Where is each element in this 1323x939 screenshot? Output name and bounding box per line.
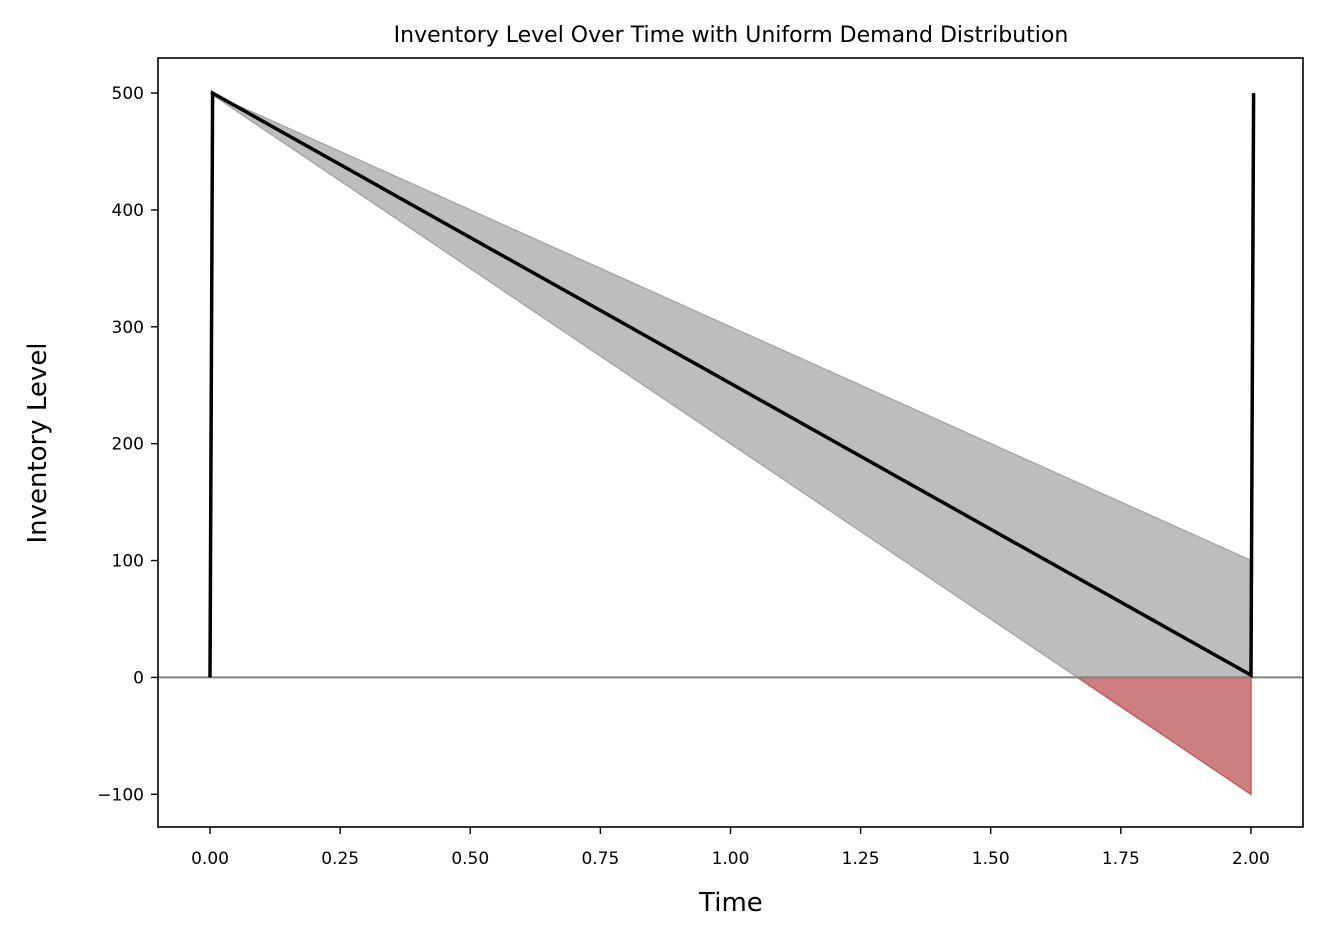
- y-tick-label: 200: [112, 435, 144, 455]
- y-tick-label: 100: [112, 552, 144, 572]
- y-tick-label: 0: [133, 668, 144, 688]
- x-tick-label: 1.00: [712, 849, 750, 869]
- x-tick-label: 0.25: [321, 849, 359, 869]
- y-axis-label: Inventory Level: [23, 342, 53, 543]
- series-line-0: [208, 90, 1256, 679]
- x-tick-label: 0.50: [451, 849, 489, 869]
- x-tick-label: 0.00: [191, 849, 229, 869]
- x-axis-label: Time: [698, 888, 763, 918]
- y-tick-label: 400: [112, 201, 144, 221]
- x-tick-label: 1.75: [1102, 849, 1140, 869]
- y-tick-label: 500: [112, 84, 144, 104]
- x-tick-label: 2.00: [1232, 849, 1270, 869]
- y-tick-label: 300: [112, 318, 144, 338]
- x-tick-label: 0.75: [581, 849, 619, 869]
- y-tick-label: −100: [97, 785, 144, 805]
- x-tick-label: 1.50: [972, 849, 1010, 869]
- x-tick-label: 1.25: [842, 849, 880, 869]
- plot-area: 0.00 0.25 0.50 0.75 1.00 1.25 1.50 1.75 2.00 −100…: [97, 57, 1304, 869]
- chart-title: Inventory Level Over Time with Uniform D…: [394, 23, 1069, 48]
